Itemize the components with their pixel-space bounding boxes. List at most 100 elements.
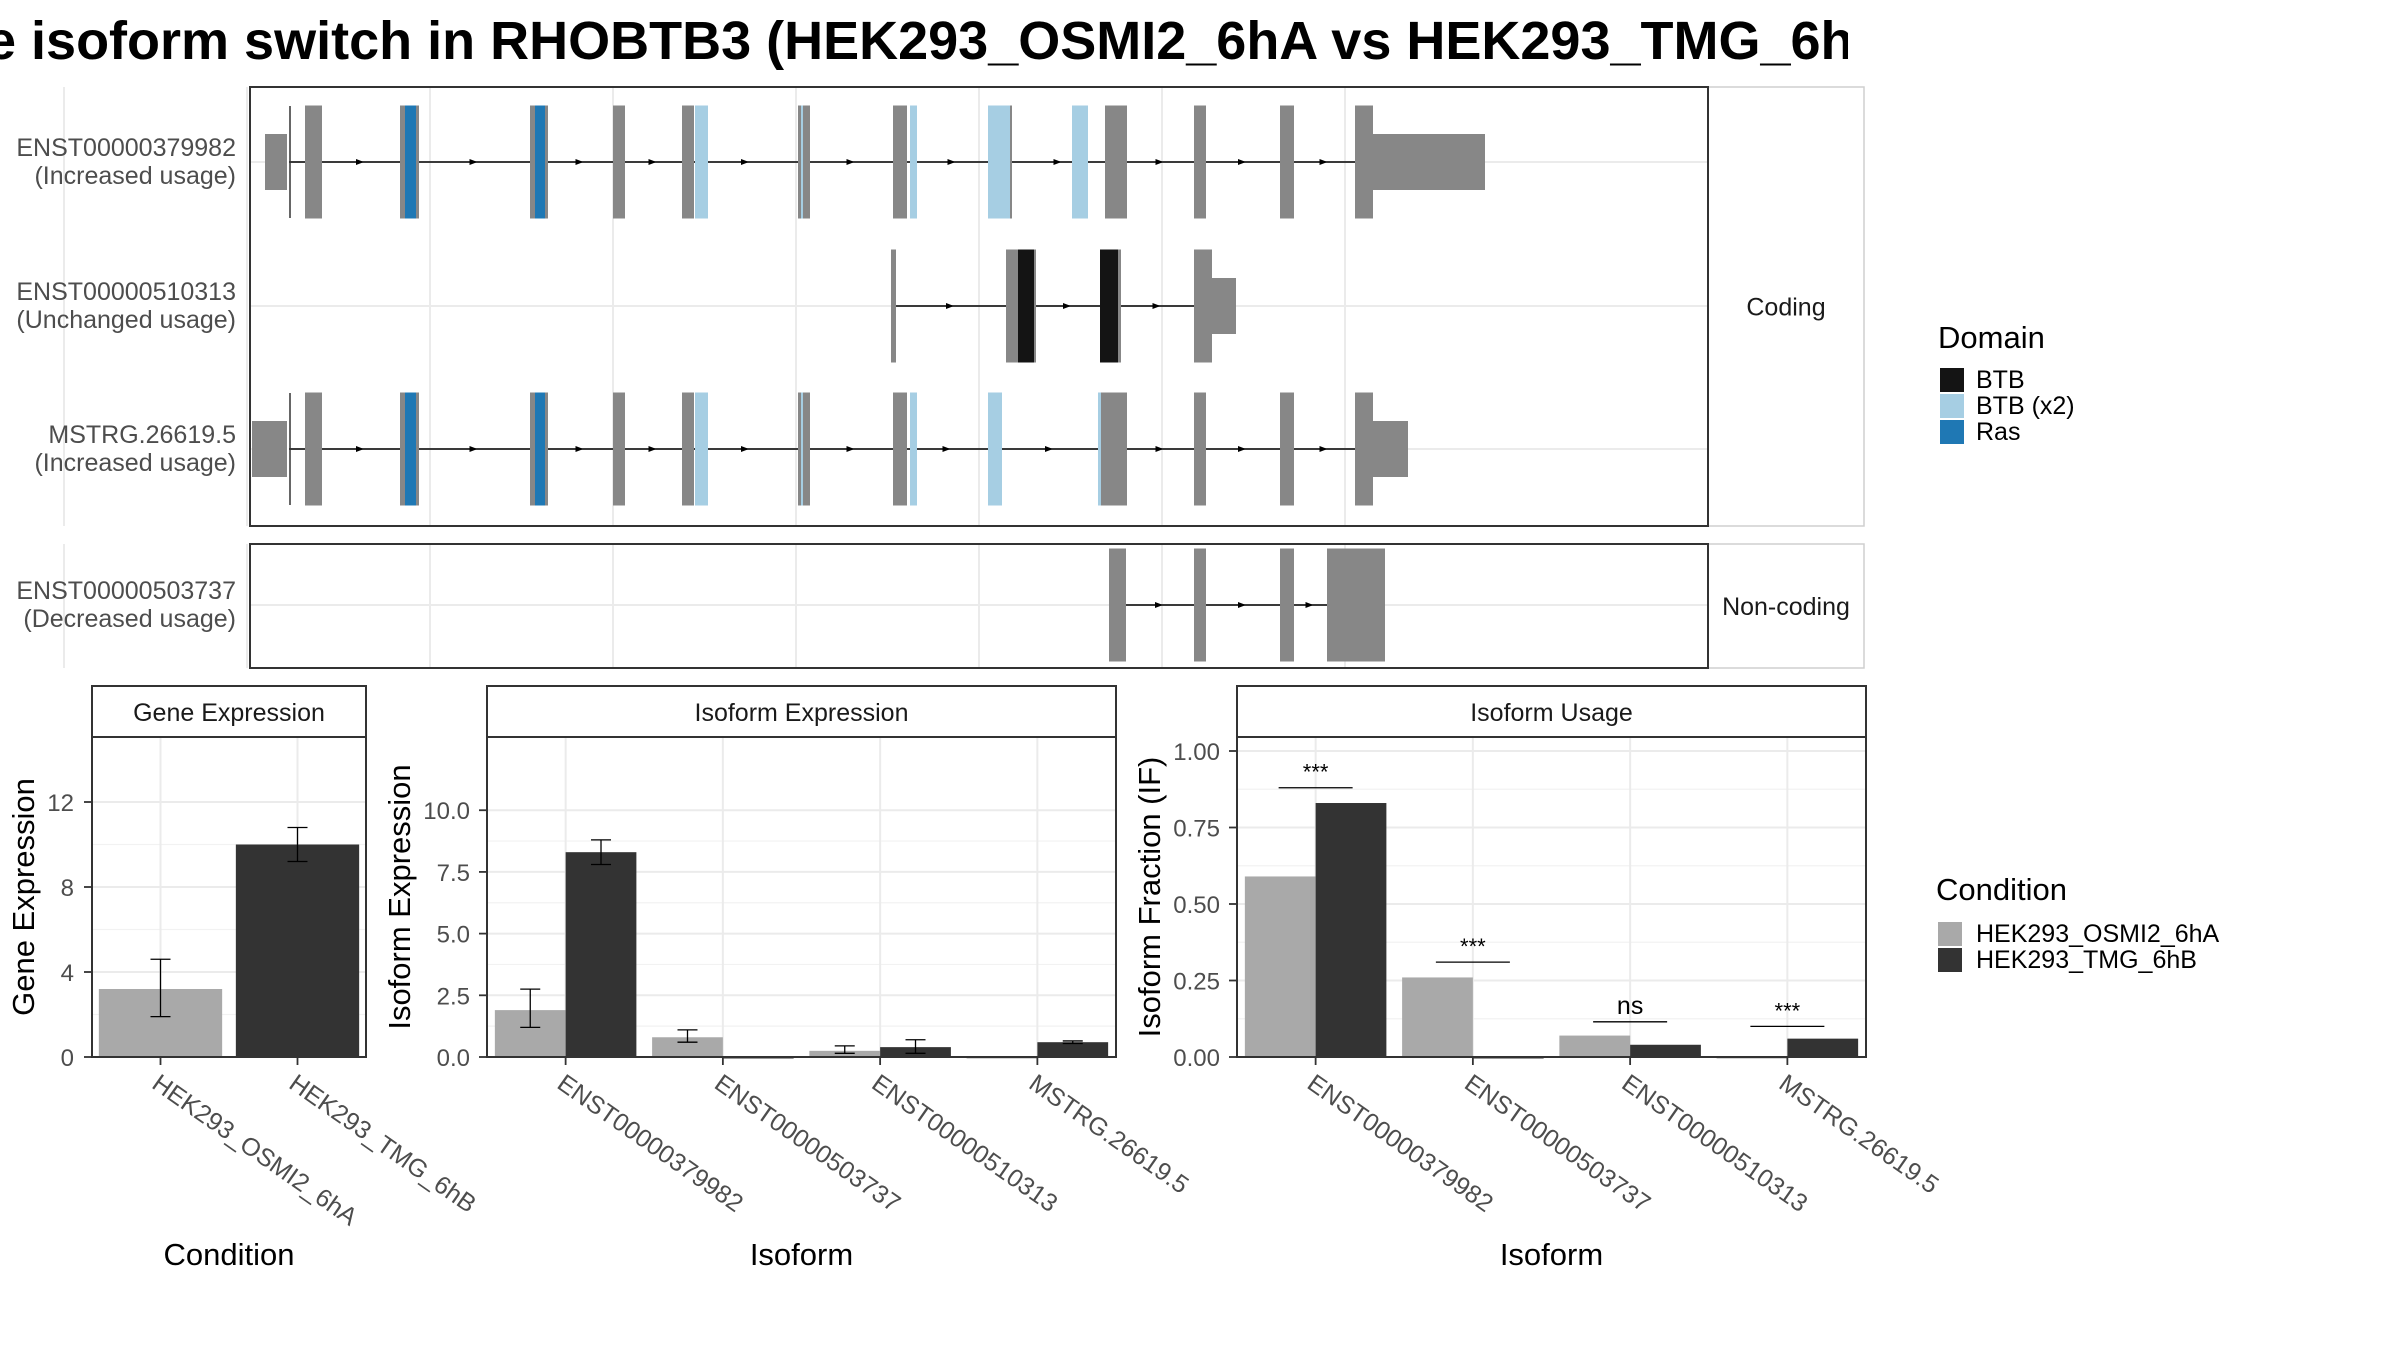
y-tick-label: 2.5 <box>437 983 470 1010</box>
y-tick-label: 4 <box>61 960 74 987</box>
y-tick-label: 0.0 <box>437 1045 470 1072</box>
coding-exon <box>1194 249 1212 363</box>
direction-arrow <box>942 446 951 452</box>
transcript-track-ENST00000503737: ENST00000503737(Decreased usage) <box>16 548 1708 662</box>
coding-exon <box>891 249 896 363</box>
direction-arrow <box>469 159 478 165</box>
coding-exon <box>1355 105 1373 219</box>
error-bar <box>834 1045 855 1054</box>
domain-ras <box>535 105 545 219</box>
error-bar <box>150 958 171 1018</box>
error-bar <box>905 1039 926 1054</box>
chart-title: Isoform Usage <box>1470 699 1633 727</box>
coding-exon <box>893 392 907 506</box>
coding-exon <box>305 105 322 219</box>
significance-label: *** <box>1460 934 1486 959</box>
error-bar <box>1062 1040 1083 1045</box>
direction-arrow <box>356 446 364 452</box>
coding-exon <box>1280 105 1294 219</box>
direction-arrow <box>1053 159 1062 165</box>
direction-arrow <box>648 159 657 165</box>
direction-arrow <box>846 446 855 452</box>
transcript-track-ENST00000379982: ENST00000379982(Increased usage) <box>16 105 1708 219</box>
direction-arrow <box>1305 602 1314 608</box>
coding-exon <box>1280 548 1294 662</box>
domain-btb-x2 <box>801 392 803 506</box>
bar <box>1037 1042 1109 1057</box>
domain-btb-x2 <box>910 392 917 506</box>
coding-panel-border <box>249 86 1709 527</box>
isoform-usage-chart: *** *** ns *** Isoform Usage 0.00 0.25 0.50 0.75… <box>1132 685 1944 1272</box>
coding-exon <box>1098 392 1127 506</box>
y-tick-label: 12 <box>47 790 74 817</box>
coding-exon <box>1194 548 1206 662</box>
condition-legend-swatch <box>1938 922 1962 946</box>
domain-ras <box>405 105 416 219</box>
significance-label: *** <box>1303 760 1329 785</box>
error-bar <box>287 826 308 863</box>
coding-exon <box>798 392 810 506</box>
domain-legend-label: BTB <box>1976 366 2025 394</box>
domain-btb <box>1100 249 1118 363</box>
utr-exon <box>1373 421 1408 477</box>
y-tick-label: 0.00 <box>1173 1045 1220 1072</box>
y-tick-label: 5.0 <box>437 922 470 949</box>
direction-arrow <box>1238 446 1246 452</box>
coding-exon <box>305 392 322 506</box>
x-tick-label: MSTRG.26619.5 <box>1024 1069 1194 1200</box>
transcript-usage-label: (Increased usage) <box>34 449 236 477</box>
coding-exon <box>1329 548 1385 662</box>
bar <box>1630 1044 1701 1057</box>
domain-btb-x2 <box>1072 105 1088 219</box>
bar <box>652 1037 723 1057</box>
coding-exon <box>1109 548 1126 662</box>
transcript-id-label: ENST00000503737 <box>16 577 236 605</box>
coding-exon <box>1355 392 1373 506</box>
error-bar <box>591 839 612 866</box>
bar <box>1244 876 1316 1057</box>
x-axis-label: Isoform <box>750 1237 853 1272</box>
coding-exon <box>682 105 694 219</box>
significance-label: ns <box>1617 992 1643 1020</box>
domain-btb-x2 <box>695 105 708 219</box>
y-tick-label: 0 <box>61 1045 74 1072</box>
coding-strip <box>1707 86 1865 527</box>
bar <box>1402 977 1473 1057</box>
condition-legend-swatch <box>1938 948 1962 972</box>
domain-ras <box>405 392 416 506</box>
domain-btb-x2 <box>1098 392 1101 506</box>
transcript-id-label: ENST00000510313 <box>16 278 236 306</box>
direction-arrow <box>1152 303 1161 309</box>
coding-exon <box>1105 105 1127 219</box>
bar <box>1787 1038 1859 1057</box>
error-bar <box>677 1029 698 1043</box>
bar <box>1559 1035 1631 1057</box>
direction-arrow <box>1155 159 1164 165</box>
utr-exon <box>1373 134 1485 190</box>
domain-legend-swatch <box>1940 394 1964 418</box>
y-tick-label: 0.75 <box>1173 816 1220 843</box>
transcript-usage-label: (Unchanged usage) <box>16 306 236 334</box>
domain-btb-x2 <box>910 105 917 219</box>
direction-arrow <box>1319 446 1328 452</box>
domain-legend-swatch <box>1940 420 1964 444</box>
utr-exon <box>1212 278 1236 334</box>
bar <box>235 844 360 1057</box>
domain-ras <box>535 392 545 506</box>
noncoding-strip <box>1707 543 1865 669</box>
coding-exon <box>682 392 694 506</box>
noncoding-panel-border <box>249 543 1709 669</box>
transcript-track-ENST00000510313: ENST00000510313(Unchanged usage) <box>16 249 1708 363</box>
y-tick-label: 0.50 <box>1173 892 1220 919</box>
y-axis-label: Isoform Fraction (IF) <box>1132 757 1167 1038</box>
x-tick-label: MSTRG.26619.5 <box>1774 1069 1944 1200</box>
x-axis-label: Condition <box>164 1237 295 1272</box>
direction-arrow <box>356 159 364 165</box>
direction-arrow <box>1238 602 1246 608</box>
y-axis-label: Isoform Expression <box>382 764 417 1029</box>
utr-exon <box>252 421 288 477</box>
direction-arrow <box>947 159 956 165</box>
chart-title: Isoform Expression <box>695 699 909 727</box>
